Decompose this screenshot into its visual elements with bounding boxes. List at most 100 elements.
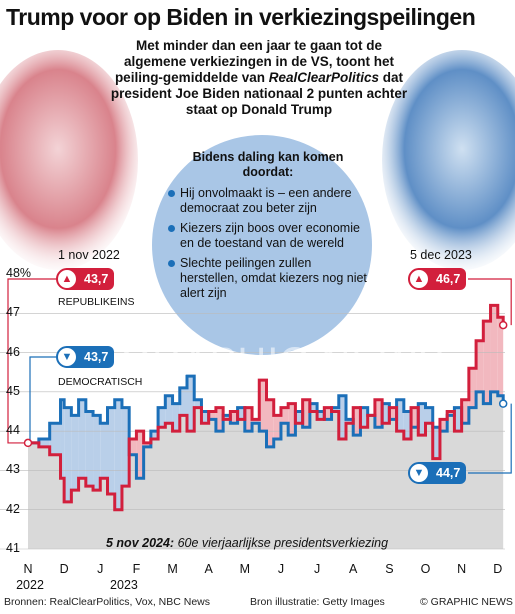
- year-label: 2023: [110, 578, 138, 592]
- lead-gap-fill: [150, 431, 159, 439]
- lead-gap-fill: [252, 419, 260, 424]
- rep-start-value: 43,7: [84, 272, 109, 286]
- republican-line: [28, 303, 505, 512]
- lead-gap-fill: [411, 407, 419, 428]
- lead-gap-fill: [302, 399, 310, 428]
- rep-end-badge: ▲ 46,7: [408, 268, 467, 290]
- reasons-box: Bidens daling kan komen doordat: Hij onv…: [168, 150, 368, 306]
- donkey-icon: ▼: [408, 462, 430, 484]
- lead-gap-fill: [309, 403, 318, 412]
- lead-gap-fill: [476, 340, 484, 392]
- lead-gap-fill: [273, 415, 281, 439]
- y-tick-label: 41: [6, 541, 20, 555]
- dem-end-leader: [468, 403, 512, 474]
- footer-sources: Bronnen: RealClearPolitics, Vox, NBC New…: [4, 596, 211, 608]
- y-tick-label: 43: [6, 462, 20, 477]
- x-tick-label: A: [349, 562, 358, 576]
- lead-gap-fill: [403, 411, 412, 439]
- lead-gap-fill: [346, 419, 354, 424]
- x-tick-label: D: [493, 562, 503, 576]
- footer-illustration: Bron illustratie: Getty Images: [250, 596, 385, 608]
- lead-gap-fill: [237, 407, 245, 420]
- bullet-icon: [168, 225, 175, 232]
- subtitle-part2: dat president Joe Biden nationaal 2 punt…: [110, 70, 408, 117]
- reason-text: Slechte peilingen zullen herstellen, omd…: [180, 256, 367, 300]
- rep-end-leader: [468, 278, 512, 326]
- trump-portrait: [0, 50, 138, 270]
- x-tick-label: M: [239, 562, 251, 576]
- subtitle-part1: Met minder dan een jaar te gaan tot de a…: [114, 38, 395, 85]
- lead-gap-fill: [49, 423, 61, 455]
- y-tick-label: 42: [6, 501, 20, 516]
- lead-gap-fill: [194, 399, 202, 408]
- x-tick-label: N: [23, 562, 33, 576]
- dem-label: DEMOCRATISCH: [58, 376, 143, 388]
- footer-credit: © GRAPHIC NEWS: [420, 596, 513, 608]
- start-point: [23, 438, 33, 448]
- lead-gap-fill: [38, 439, 50, 447]
- lead-gap-fill: [432, 427, 440, 459]
- dem-end-badge: ▼ 44,7: [408, 462, 467, 484]
- lead-gap-fill: [382, 403, 390, 424]
- lead-gap-fill: [100, 423, 108, 479]
- lead-gap-fill: [60, 399, 65, 479]
- y-unit-label: 48%: [6, 266, 32, 280]
- rep-start-badge: ▲ 43,7: [56, 268, 115, 290]
- lead-gap-fill: [259, 380, 267, 432]
- lead-gap-fill: [201, 411, 209, 424]
- x-tick-label: A: [204, 562, 213, 576]
- donkey-icon: ▼: [56, 346, 78, 368]
- lead-gap-fill: [490, 305, 498, 392]
- lead-gap-fill: [338, 395, 346, 439]
- lead-gap-fill: [187, 376, 195, 432]
- lead-gap-fill: [266, 399, 274, 447]
- lead-gap-fill: [447, 411, 455, 416]
- lead-gap-fill: [85, 411, 94, 487]
- democrat-line: [28, 374, 505, 480]
- y-tick-label: 47: [6, 305, 20, 320]
- reason-text: Hij onvolmaakt is – een andere democraat…: [180, 186, 352, 215]
- lead-gap-fill: [295, 411, 303, 424]
- y-tick-label: 44: [6, 423, 20, 438]
- lead-gap-fill: [324, 407, 332, 420]
- lead-gap-fill: [107, 407, 115, 494]
- lead-gap-fill: [280, 407, 289, 424]
- lead-gap-fill: [71, 415, 79, 491]
- lead-gap-fill: [93, 415, 101, 491]
- x-tick-label: J: [97, 562, 104, 576]
- lead-gap-fill: [78, 399, 86, 479]
- lead-gap-fill: [483, 321, 491, 404]
- lead-gap-fill: [353, 407, 361, 436]
- lead-gap-fill: [230, 411, 238, 424]
- lead-gap-fill: [215, 407, 224, 432]
- election-date: 5 nov 2024:: [106, 536, 175, 550]
- reason-item: Slechte peilingen zullen herstellen, omd…: [168, 256, 368, 301]
- start-date: 1 nov 2022: [58, 248, 120, 262]
- x-tick-label: M: [167, 562, 178, 576]
- lead-gap-fill: [331, 407, 339, 412]
- lead-gap-fill: [317, 411, 325, 420]
- lead-gap-fill: [121, 407, 130, 487]
- subtitle-source: RealClearPolitics: [268, 70, 380, 85]
- reasons-circle: [152, 135, 372, 355]
- rep-label: REPUBLIKEINS: [58, 296, 135, 308]
- lead-gap-fill: [172, 403, 180, 432]
- page-title: Trump voor op Biden in verkiezingspeilin…: [6, 4, 476, 30]
- x-tick-label: N: [457, 562, 467, 576]
- x-tick-label: D: [59, 562, 69, 576]
- dem-end-value: 44,7: [436, 466, 461, 480]
- lead-gap-fill: [439, 419, 448, 432]
- lead-gap-fill: [136, 431, 144, 479]
- dem-start-value: 43,7: [84, 350, 109, 364]
- lead-gap-fill: [208, 411, 216, 420]
- watermark: GRAPHIC NEWS: [120, 340, 446, 384]
- rep-end-value: 46,7: [436, 272, 461, 286]
- bullet-icon: [168, 190, 175, 197]
- election-text: 60e vierjaarlijkse presidentsverkiezing: [174, 536, 389, 550]
- lead-gap-fill: [64, 407, 72, 502]
- election-note: 5 nov 2024: 60e vierjaarlijkse president…: [106, 536, 388, 550]
- lead-gap-fill: [244, 407, 253, 432]
- y-tick-label: 45: [6, 383, 20, 398]
